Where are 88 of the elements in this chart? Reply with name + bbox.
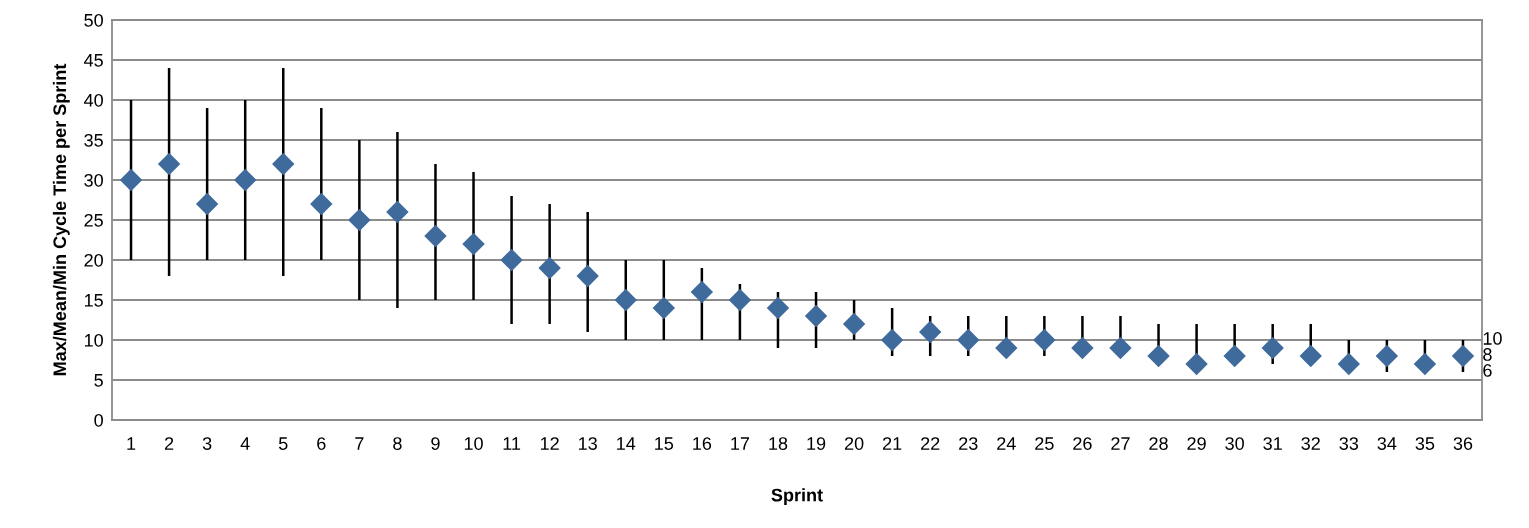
y-tick-label: 20 [84, 253, 103, 267]
x-tick-label: 2 [164, 437, 174, 450]
annotation: 6 [1483, 364, 1492, 377]
point [842, 312, 866, 336]
x-tick-label: 33 [1339, 437, 1359, 450]
point [728, 288, 752, 312]
x-tick-label: 34 [1377, 437, 1397, 450]
x-tick-label: 1 [127, 437, 136, 450]
x-tick-label: 20 [844, 437, 864, 450]
y-axis-title: Max/Mean/Min Cycle Time per Sprint [52, 63, 70, 376]
x-tick-label: 22 [921, 437, 940, 450]
point [272, 152, 295, 176]
point [1261, 336, 1284, 360]
point [1185, 352, 1208, 376]
point [995, 336, 1018, 360]
y-tick-label: 40 [84, 93, 103, 107]
x-tick-label: 15 [655, 437, 674, 450]
x-tick-label: 8 [393, 437, 402, 450]
point [1033, 328, 1056, 352]
x-tick-label: 26 [1073, 437, 1092, 450]
x-tick-label: 16 [693, 437, 712, 450]
x-tick-label: 32 [1301, 437, 1320, 450]
y-tick-label: 5 [94, 374, 103, 387]
point [234, 168, 257, 192]
point [919, 320, 942, 344]
y-tick-label: 30 [84, 173, 103, 187]
x-tick-label: 9 [431, 437, 440, 450]
x-tick-label: 11 [503, 437, 521, 450]
point [1147, 344, 1170, 368]
x-tick-label: 18 [769, 437, 788, 450]
point [957, 328, 980, 352]
x-tick-label: 10 [464, 437, 483, 450]
x-tick-label: 21 [883, 437, 902, 450]
point [690, 280, 714, 304]
point [614, 288, 637, 312]
y-tick-label: 0 [94, 413, 103, 427]
point [424, 224, 447, 248]
y-tick-label: 15 [84, 294, 103, 307]
point [157, 152, 181, 176]
x-tick-label: 35 [1415, 437, 1435, 450]
x-tick-label: 6 [317, 437, 326, 450]
point [1299, 344, 1322, 368]
x-tick-label: 27 [1111, 437, 1130, 450]
x-tick-label: 24 [997, 437, 1016, 450]
point [1223, 344, 1246, 368]
annotation: 10 [1483, 332, 1502, 345]
x-axis-title: Sprint [771, 488, 823, 506]
point [652, 296, 675, 320]
x-tick-label: 7 [355, 437, 364, 450]
point [804, 304, 828, 328]
x-tick-label: 12 [540, 437, 559, 450]
x-tick-label: 3 [202, 437, 212, 450]
y-tick-label: 10 [84, 333, 103, 347]
y-tick-label: 35 [84, 133, 103, 147]
point [310, 192, 333, 216]
point [880, 328, 904, 352]
y-tick-label: 50 [84, 13, 103, 27]
y-tick-label: 25 [84, 213, 103, 227]
x-tick-label: 25 [1035, 437, 1054, 450]
point [386, 200, 409, 224]
x-tick-label: 17 [731, 437, 750, 450]
annotation: 8 [1483, 348, 1492, 361]
x-tick-label: 29 [1187, 437, 1206, 450]
point [1375, 344, 1399, 368]
x-tick-label: 5 [278, 437, 288, 450]
point [766, 296, 790, 320]
point [576, 264, 599, 288]
point [195, 192, 219, 216]
x-tick-label: 14 [617, 437, 636, 450]
x-tick-label: 13 [579, 437, 597, 450]
x-tick-label: 30 [1225, 437, 1244, 450]
point [1071, 336, 1094, 360]
x-tick-label: 36 [1453, 437, 1473, 450]
x-tick-label: 4 [240, 437, 250, 450]
point [500, 248, 523, 272]
point [462, 232, 485, 256]
point [1413, 352, 1437, 376]
point [1451, 344, 1475, 368]
point [348, 208, 371, 232]
x-tick-label: 28 [1149, 437, 1168, 450]
x-tick-label: 19 [807, 437, 826, 450]
x-tick-label: 31 [1263, 437, 1282, 450]
point [538, 256, 561, 280]
y-tick-label: 45 [84, 54, 103, 67]
point [119, 168, 143, 192]
x-tick-label: 23 [959, 437, 978, 450]
point [1337, 352, 1360, 376]
point [1109, 336, 1132, 360]
